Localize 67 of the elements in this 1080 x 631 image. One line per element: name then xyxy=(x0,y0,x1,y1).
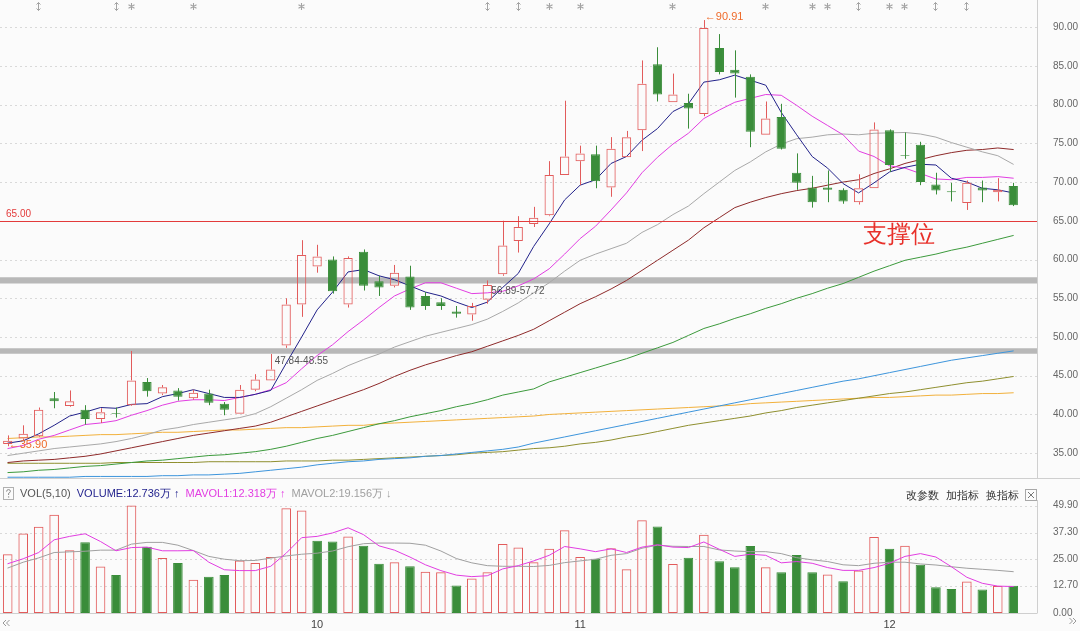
candlestick xyxy=(80,404,90,426)
y-tick-label: 85.00 xyxy=(1053,59,1079,71)
y-tick-label: 65.00 xyxy=(1053,214,1079,226)
bar xyxy=(946,588,957,613)
y-tick-label: 75.00 xyxy=(1053,137,1079,149)
bar xyxy=(173,563,183,613)
bar xyxy=(451,585,462,613)
x-tick-label: 12 xyxy=(883,617,896,630)
candlestick xyxy=(807,175,817,209)
bar xyxy=(1008,585,1019,613)
bar xyxy=(683,557,694,613)
bar xyxy=(358,545,369,613)
y-tick-label: 80.00 xyxy=(1053,98,1079,110)
bar xyxy=(652,526,663,613)
x-tick-label: 10 xyxy=(311,617,324,630)
ref-line-label: 65.00 xyxy=(6,208,32,220)
candlestick xyxy=(792,152,802,191)
bar xyxy=(915,564,926,613)
y-tick-label: 0.00 xyxy=(1053,606,1073,618)
y-tick-label: 55.00 xyxy=(1053,292,1079,304)
text: MAVOL2:19.156万 ↓ xyxy=(291,487,392,500)
y-tick-label: 40.00 xyxy=(1053,408,1079,420)
y-tick-label: 90.00 xyxy=(1053,20,1079,32)
y-tick-label: 12.70 xyxy=(1053,579,1079,591)
annotation: 加指标 xyxy=(946,489,979,502)
bar xyxy=(111,575,121,613)
candlestick xyxy=(977,180,987,203)
bar xyxy=(730,567,740,613)
annotation: 改参数 xyxy=(906,489,939,502)
candlestick xyxy=(1008,182,1018,207)
annotation: ←90.91 xyxy=(704,10,744,23)
chart-title: VOL(5,10) xyxy=(20,487,71,500)
annotation: 支撑位 xyxy=(862,220,935,248)
candlestick xyxy=(730,49,740,99)
y-tick-label: 70.00 xyxy=(1053,175,1079,187)
bar xyxy=(219,575,230,613)
bar xyxy=(142,546,152,613)
bar xyxy=(374,563,384,613)
bar xyxy=(807,572,817,613)
chart-subtitle: VOLUME:12.736万 ↑ xyxy=(76,487,180,500)
candlestick xyxy=(931,172,941,195)
y-tick-label: 49.90 xyxy=(1053,499,1079,511)
y-tick-label: 25.00 xyxy=(1053,552,1079,564)
bar xyxy=(745,546,756,613)
candlestick xyxy=(142,377,152,398)
bar xyxy=(977,589,988,613)
candlestick xyxy=(822,169,833,203)
bar xyxy=(838,581,848,613)
y-tick-label: 50.00 xyxy=(1053,330,1079,342)
bar xyxy=(204,576,214,613)
y-tick-label: 35.00 xyxy=(1053,446,1079,458)
bar xyxy=(80,542,90,613)
bar xyxy=(714,561,725,613)
annotation: 换指标 xyxy=(986,489,1019,502)
text: MAVOL1:12.318万 ↑ xyxy=(185,487,286,500)
y-tick-label: 60.00 xyxy=(1053,253,1079,265)
candlestick xyxy=(374,275,384,297)
y-tick-label: 37.30 xyxy=(1053,526,1079,538)
x-tick-label: 11 xyxy=(574,617,586,630)
candlestick xyxy=(714,33,724,75)
bar xyxy=(590,558,601,613)
bar xyxy=(776,572,787,613)
y-tick-label: 45.00 xyxy=(1053,369,1079,381)
bar xyxy=(931,587,941,613)
bar xyxy=(405,566,415,613)
bar xyxy=(327,541,338,613)
bar xyxy=(312,540,322,613)
